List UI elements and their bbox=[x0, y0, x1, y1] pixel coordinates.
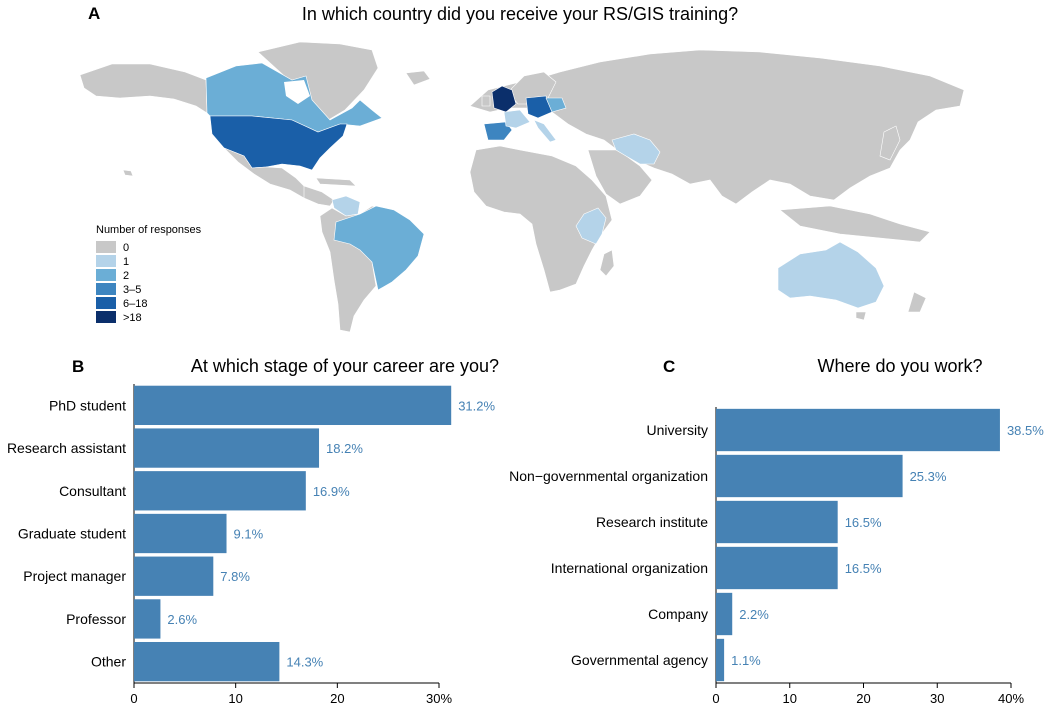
region-japan bbox=[879, 125, 901, 161]
legend-swatch bbox=[96, 255, 116, 267]
bar bbox=[716, 592, 733, 636]
value-label: 38.5% bbox=[1007, 423, 1044, 438]
region-east-africa bbox=[575, 207, 607, 245]
category-label: International organization bbox=[551, 560, 708, 576]
value-label: 31.2% bbox=[458, 398, 495, 413]
value-label: 16.9% bbox=[313, 484, 350, 499]
value-label: 25.3% bbox=[910, 469, 947, 484]
legend-swatch bbox=[96, 311, 116, 323]
category-label: University bbox=[647, 422, 708, 438]
x-tick-label: 30 bbox=[930, 691, 944, 706]
region-germany bbox=[525, 95, 553, 119]
hudson-bay bbox=[284, 80, 310, 104]
category-label: Research institute bbox=[596, 514, 708, 530]
region-eurasia bbox=[469, 49, 965, 205]
region-spain bbox=[483, 121, 513, 141]
category-label: Governmental agency bbox=[571, 652, 708, 668]
bar bbox=[134, 513, 227, 554]
value-label: 2.2% bbox=[739, 607, 769, 622]
category-label: Consultant bbox=[59, 483, 126, 499]
category-label: Company bbox=[648, 606, 708, 622]
bar bbox=[134, 599, 161, 639]
legend-label: 6–18 bbox=[123, 298, 147, 310]
bar bbox=[134, 471, 306, 511]
legend-label: >18 bbox=[123, 312, 142, 324]
category-label: Research assistant bbox=[7, 440, 126, 456]
value-label: 16.5% bbox=[845, 515, 882, 530]
bar bbox=[134, 385, 452, 426]
x-tick-label: 20 bbox=[856, 691, 870, 706]
bar bbox=[716, 454, 903, 498]
x-tick-label: 0 bbox=[712, 691, 719, 706]
x-tick-label: 0 bbox=[130, 691, 137, 706]
region-madagascar bbox=[599, 249, 615, 277]
chart-workplace: University 38.5% Non−governmental organiza… bbox=[509, 407, 1044, 706]
region-new-zealand bbox=[907, 291, 927, 313]
region-tasmania bbox=[855, 311, 867, 321]
bar bbox=[716, 408, 1000, 452]
legend-label: 0 bbox=[123, 242, 129, 254]
region-italy bbox=[533, 119, 557, 143]
legend-swatch bbox=[96, 297, 116, 309]
map-legend: Number of responses 0 1 2 3–5 6–18 >18 bbox=[96, 224, 202, 324]
category-label: PhD student bbox=[49, 397, 126, 413]
region-hawaii bbox=[122, 169, 134, 177]
region-australia bbox=[777, 241, 885, 309]
value-label: 7.8% bbox=[220, 569, 250, 584]
x-tick-label: 10 bbox=[783, 691, 797, 706]
x-tick-label: 30% bbox=[426, 691, 452, 706]
legend-swatch bbox=[96, 283, 116, 295]
region-iran bbox=[611, 133, 661, 165]
value-label: 14.3% bbox=[286, 655, 323, 670]
panel-c-letter: C bbox=[663, 357, 675, 376]
value-label: 1.1% bbox=[731, 653, 761, 668]
region-uk bbox=[491, 85, 517, 113]
value-label: 16.5% bbox=[845, 561, 882, 576]
chart-career-stage: PhD student 31.2% Research assistant 18.2% C… bbox=[7, 384, 496, 706]
region-iceland bbox=[405, 70, 431, 86]
bar bbox=[716, 500, 838, 544]
region-se-asia-islands bbox=[779, 205, 931, 243]
panel-a-letter: A bbox=[88, 4, 100, 23]
legend-title: Number of responses bbox=[96, 224, 202, 236]
panel-b-letter: B bbox=[72, 357, 84, 376]
legend-label: 1 bbox=[123, 256, 129, 268]
value-label: 9.1% bbox=[234, 527, 264, 542]
category-label: Other bbox=[91, 654, 126, 670]
value-label: 2.6% bbox=[167, 612, 197, 627]
legend-swatch bbox=[96, 269, 116, 281]
region-france bbox=[503, 109, 531, 129]
region-ireland bbox=[481, 95, 491, 107]
world-map bbox=[79, 41, 965, 333]
bar bbox=[134, 428, 320, 468]
x-tick-label: 40% bbox=[998, 691, 1024, 706]
region-caribbean bbox=[315, 177, 357, 187]
category-label: Graduate student bbox=[18, 526, 126, 542]
region-central-america bbox=[303, 185, 335, 207]
panel-c-title: Where do you work? bbox=[817, 356, 982, 376]
panel-a-title: In which country did you receive your RS… bbox=[302, 4, 738, 24]
bar bbox=[134, 556, 214, 596]
region-africa bbox=[469, 145, 613, 293]
bar bbox=[134, 641, 280, 682]
category-label: Project manager bbox=[23, 568, 126, 584]
legend-label: 3–5 bbox=[123, 284, 141, 296]
legend-swatch bbox=[96, 241, 116, 253]
region-brazil bbox=[333, 205, 425, 291]
region-netherlands bbox=[545, 97, 567, 113]
region-alaska bbox=[79, 63, 208, 114]
x-tick-label: 10 bbox=[228, 691, 242, 706]
category-label: Professor bbox=[66, 611, 126, 627]
bar bbox=[716, 546, 838, 590]
value-label: 18.2% bbox=[326, 441, 363, 456]
legend-label: 2 bbox=[123, 270, 129, 282]
x-tick-label: 20 bbox=[330, 691, 344, 706]
panel-b-title: At which stage of your career are you? bbox=[191, 356, 499, 376]
category-label: Non−governmental organization bbox=[509, 468, 708, 484]
bar bbox=[716, 638, 725, 682]
